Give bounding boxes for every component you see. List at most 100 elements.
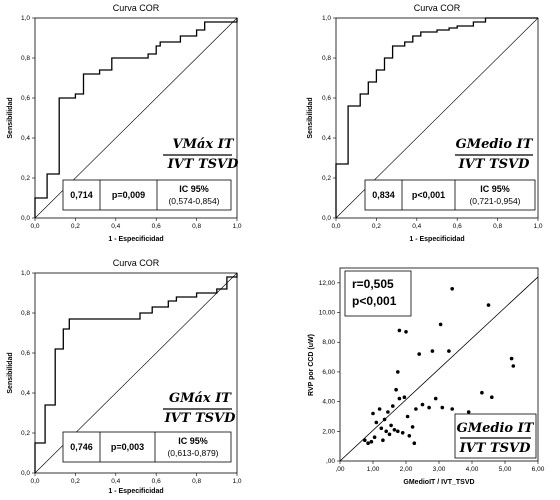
scatter-point <box>511 364 516 368</box>
formula-denominator: IVT TSVD <box>167 157 240 172</box>
scatter-point <box>371 411 375 416</box>
x-tick-label: 0,6 <box>152 223 161 230</box>
scatter-point <box>402 395 407 400</box>
scatter-point <box>379 426 384 431</box>
y-tick-label: 0,6 <box>21 350 30 357</box>
scatter-point <box>450 407 455 411</box>
scatter-panel: ,00 1,00 2,00 3,00 4,00 5,00 6,00 ,00 2,00 4,00 6,… <box>308 267 545 486</box>
x-tick-label: 0,0 <box>30 223 39 230</box>
p-value: p=0,003 <box>111 442 144 452</box>
formula-backdrop <box>161 389 234 426</box>
y-tick-label: 10,00 <box>319 310 336 317</box>
p-value: p=0,009 <box>112 190 145 200</box>
y-tick-label: 0,0 <box>21 215 30 222</box>
x-tick-label: 0,8 <box>493 223 502 230</box>
y-tick-label: 0,4 <box>322 135 331 142</box>
roc-curve <box>34 273 238 473</box>
x-axis-label: GMedioIT / IVT_TSVD <box>403 479 474 486</box>
y-tick-label: 1,0 <box>21 15 30 22</box>
ci-label: IC 95% <box>179 184 209 194</box>
scatter-point <box>389 423 393 428</box>
scatter-point <box>396 370 400 374</box>
formula-denominator: IVT TSVD <box>164 411 237 426</box>
x-tick-label: 3,00 <box>433 466 446 473</box>
y-tick-label: 0,8 <box>322 55 331 62</box>
chart-title: Curva COR <box>113 3 160 13</box>
formula-denominator: IVT TSVD <box>459 441 532 456</box>
scatter-point <box>420 402 425 407</box>
x-axis-label: 1 - Especificidad <box>108 236 163 243</box>
stats-box <box>62 179 232 211</box>
y-tick-label: 1,0 <box>21 270 30 277</box>
roc-curve <box>34 18 238 218</box>
x-tick-label: 0,4 <box>111 478 120 485</box>
x-tick-label: 1,00 <box>367 466 380 473</box>
scatter-point <box>384 429 389 434</box>
scatter-point <box>412 441 417 446</box>
y-tick-label: 2,00 <box>322 428 335 435</box>
y-tick-label: 0,4 <box>21 390 30 397</box>
scatter-point <box>394 387 398 392</box>
auc-value: 0,834 <box>372 190 395 200</box>
scatter-point <box>400 431 405 435</box>
scatter-point <box>397 396 402 401</box>
x-tick-label: 0,6 <box>453 223 462 230</box>
ci-label: IC 95% <box>178 436 208 446</box>
scatter-point <box>381 438 385 443</box>
scatter-point <box>480 390 484 395</box>
scatter-point <box>509 356 514 361</box>
scatter-point <box>377 407 382 411</box>
x-tick-label: 0,2 <box>71 478 80 485</box>
formula-box <box>454 413 537 459</box>
scatter-point <box>438 322 443 327</box>
y-axis-label: Sensibilidad <box>307 97 314 138</box>
y-tick-label: 1,0 <box>322 15 331 22</box>
auc-value: 0,714 <box>70 190 93 200</box>
y-tick-label: 12,00 <box>319 280 336 287</box>
y-tick-label: 0,2 <box>322 175 331 182</box>
y-axis-label: Sensibilidad <box>7 352 14 393</box>
x-tick-label: 0,4 <box>412 223 421 230</box>
roc-curve <box>335 17 538 218</box>
x-axis-label: 1 - Especificidad <box>409 236 464 243</box>
correlation-p: p<0,001 <box>352 294 397 308</box>
regression-line <box>340 276 538 461</box>
scatter-point <box>410 425 415 429</box>
y-tick-label: 0,0 <box>21 470 30 477</box>
x-tick-label: 0,8 <box>192 223 201 230</box>
ci-value: (0,721-0,954) <box>469 196 520 206</box>
x-tick-label: 0,2 <box>71 223 80 230</box>
x-tick-label: 2,00 <box>400 466 413 473</box>
formula-backdrop <box>161 135 234 172</box>
x-tick-label: ,00 <box>335 466 344 473</box>
scatter-point <box>382 417 387 422</box>
formula-numerator: GMáx IT <box>169 391 232 406</box>
scatter-point <box>397 328 402 333</box>
scatter-point <box>486 303 491 307</box>
x-tick-label: 0,0 <box>30 478 39 485</box>
scatter-point <box>405 414 410 419</box>
y-tick-label: 4,00 <box>322 399 335 406</box>
y-tick-label: 8,00 <box>322 339 335 346</box>
scatter-point <box>369 439 374 444</box>
x-tick-label: 1,0 <box>232 478 241 485</box>
y-tick-label: 0,4 <box>21 135 30 142</box>
y-tick-label: 6,00 <box>322 369 335 376</box>
scatter-point <box>386 410 390 414</box>
scatter-point <box>407 434 412 438</box>
y-tick-label: ,00 <box>326 458 335 465</box>
y-tick-label: 0,6 <box>322 95 331 102</box>
roc-panel-3: Curva COR 0,0 0,2 0,4 0,6 0,8 1,0 0,0 0,2 0,4 0,6 0… <box>7 258 242 495</box>
scatter-point <box>430 349 435 353</box>
scatter-point <box>433 396 438 401</box>
x-axis-label: 1 - Especificidad <box>108 488 163 495</box>
scatter-point <box>450 287 455 291</box>
auc-value: 0,746 <box>70 442 93 452</box>
p-value: p<0,001 <box>412 190 445 200</box>
scatter-point <box>392 428 397 432</box>
y-tick-label: 0,2 <box>21 430 30 437</box>
y-axis-label: RVP por CCD (uW) <box>308 334 315 396</box>
formula-numerator: GMedio IT <box>457 421 535 436</box>
x-tick-label: 0,8 <box>192 478 201 485</box>
roc-panel-1: Curva COR 0,0 0,2 0,4 0,6 0,8 1,0 0,0 0,2 0,4 0,6 0… <box>7 3 242 243</box>
